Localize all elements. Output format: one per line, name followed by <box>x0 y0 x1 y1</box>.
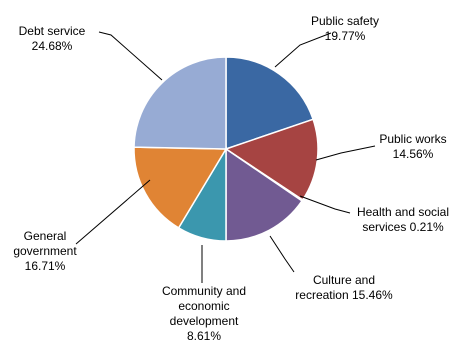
slice-label-line: 19.77% <box>325 29 366 43</box>
slice-label-line: government <box>13 244 77 258</box>
leader-line-culture-and-recreation <box>269 235 295 273</box>
slice-label-line: Public works <box>379 132 446 146</box>
slice-label-line: 16.71% <box>25 259 66 273</box>
slice-label-health-and-social-services: Health and social services 0.21% <box>357 205 449 234</box>
pie-slice-culture-and-recreation <box>225 147 304 242</box>
slice-label-general-government: General government 16.71% <box>13 229 77 273</box>
slice-label-line: development <box>170 314 239 328</box>
slice-label-line: Community and <box>162 284 246 298</box>
slice-label-line: 14.56% <box>393 147 434 161</box>
pie-slice-general-government <box>133 146 228 229</box>
leader-line-general-government <box>75 179 151 245</box>
leader-line-health-and-social-services <box>299 195 351 214</box>
pie-slice-debt-service <box>133 56 227 150</box>
slice-label-debt-service: Debt service 24.68% <box>19 24 86 53</box>
leader-lines <box>75 31 376 283</box>
slice-label-line: Culture and <box>313 273 375 287</box>
leader-line-debt-service <box>98 31 163 81</box>
leader-line-public-safety <box>274 32 332 68</box>
slice-label-line: services 0.21% <box>362 220 444 234</box>
slice-label-culture-and-recreation: Culture and recreation 15.46% <box>295 273 393 302</box>
slice-labels: Public safety 19.77% Public works 14.56% Hea… <box>13 14 449 343</box>
slice-label-line: recreation 15.46% <box>295 288 393 302</box>
pie-slices <box>133 56 319 242</box>
slice-label-community-and-economic-development: Community and economic development 8.61% <box>162 284 246 343</box>
leader-line-public-works <box>315 145 376 161</box>
slice-label-line: 8.61% <box>187 329 221 343</box>
pie-slice-public-works <box>224 118 319 201</box>
slice-label-line: General <box>24 229 67 243</box>
slice-label-line: Debt service <box>19 24 86 38</box>
slice-label-line: 24.68% <box>32 39 73 53</box>
slice-label-public-works: Public works 14.56% <box>379 132 446 161</box>
slice-label-line: economic <box>178 299 229 313</box>
slice-label-public-safety: Public safety 19.77% <box>311 14 379 43</box>
slice-label-line: Public safety <box>311 14 379 28</box>
slice-label-line: Health and social <box>357 205 449 219</box>
